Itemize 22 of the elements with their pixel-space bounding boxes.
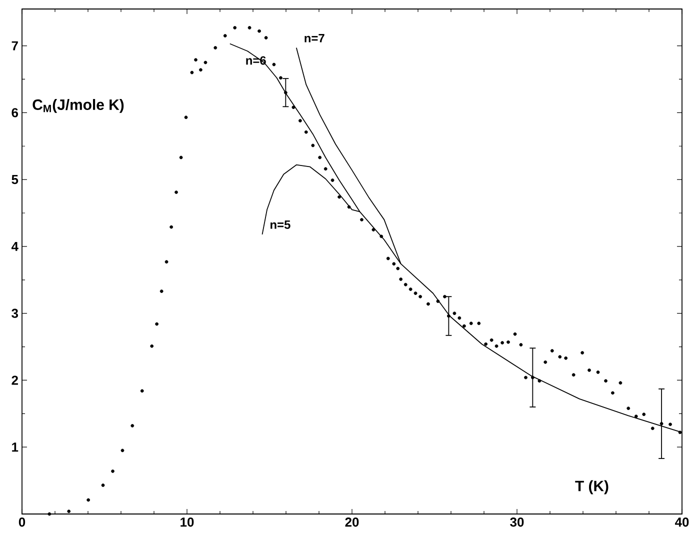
y-tick-label: 2 [12, 376, 18, 385]
y-tick-label: 4 [11, 242, 18, 251]
y-tick-label: 1 [12, 442, 18, 452]
series-label: n=7 [304, 34, 324, 42]
series-label: n=5 [270, 220, 290, 229]
point [660, 422, 664, 426]
point [284, 90, 288, 94]
x-tick-label: 40 [675, 518, 689, 527]
x-tick-label: 10 [180, 518, 194, 527]
x-tick-label: 20 [345, 518, 359, 527]
y-axis-title: C$_{M}$(J/mole K) [32, 99, 124, 113]
y-tick-label: 7 [12, 41, 18, 50]
y-tick-label: 5 [12, 175, 18, 184]
x-tick-label: 0 [18, 518, 26, 527]
x-tick-label: 30 [510, 518, 524, 527]
x-axis-title: T (K) [575, 480, 608, 494]
point [530, 376, 534, 380]
y-tick-label: 6 [12, 108, 18, 118]
y-tick-label: 3 [12, 308, 18, 318]
point [447, 314, 450, 318]
line-series [296, 47, 402, 264]
line-series [262, 164, 360, 235]
